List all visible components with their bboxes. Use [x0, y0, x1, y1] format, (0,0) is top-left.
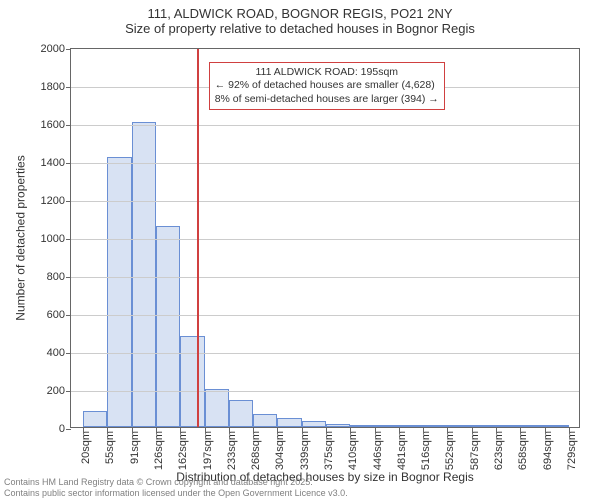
histogram-bar: [302, 421, 326, 427]
footer-line2: Contains public sector information licen…: [4, 488, 348, 498]
chart-title-block: 111, ALDWICK ROAD, BOGNOR REGIS, PO21 2N…: [0, 6, 600, 36]
x-tick-label: 481sqm: [396, 431, 408, 470]
y-axis-label: Number of detached properties: [14, 48, 28, 428]
histogram-bar: [375, 425, 399, 427]
histogram-bar: [472, 425, 496, 427]
plot-area: 020040060080010001200140016001800200020s…: [70, 48, 580, 428]
chart-footer: Contains HM Land Registry data © Crown c…: [4, 477, 348, 498]
y-tick-mark: [66, 277, 71, 278]
y-tick-label: 0: [59, 423, 65, 435]
gridline: [71, 353, 579, 354]
y-tick-mark: [66, 391, 71, 392]
y-tick-mark: [66, 49, 71, 50]
gridline: [71, 315, 579, 316]
histogram-bar: [447, 425, 471, 427]
x-tick-label: 126sqm: [153, 431, 165, 470]
y-tick-label: 800: [47, 271, 65, 283]
x-tick-label: 268sqm: [250, 431, 262, 470]
histogram-bar: [132, 122, 156, 427]
annotation-box: 111 ALDWICK ROAD: 195sqm← 92% of detache…: [209, 62, 445, 109]
histogram-bar: [156, 226, 180, 427]
histogram-bar: [423, 425, 447, 427]
histogram-bar: [545, 425, 569, 427]
x-tick-label: 658sqm: [517, 431, 529, 470]
x-tick-label: 20sqm: [80, 431, 92, 464]
y-tick-mark: [66, 125, 71, 126]
annotation-line1: 111 ALDWICK ROAD: 195sqm: [215, 66, 439, 79]
histogram-bar: [277, 418, 301, 428]
chart-title-line1: 111, ALDWICK ROAD, BOGNOR REGIS, PO21 2N…: [0, 6, 600, 21]
histogram-bar: [520, 425, 544, 427]
histogram-bar: [180, 336, 204, 427]
y-tick-mark: [66, 315, 71, 316]
gridline: [71, 163, 579, 164]
x-tick-label: 446sqm: [372, 431, 384, 470]
gridline: [71, 125, 579, 126]
x-tick-label: 162sqm: [177, 431, 189, 470]
footer-line1: Contains HM Land Registry data © Crown c…: [4, 477, 348, 487]
gridline: [71, 201, 579, 202]
y-tick-label: 1600: [41, 119, 65, 131]
x-tick-label: 729sqm: [566, 431, 578, 470]
histogram-bar: [399, 425, 423, 427]
y-tick-label: 200: [47, 385, 65, 397]
chart-title-line2: Size of property relative to detached ho…: [0, 21, 600, 36]
histogram-bar: [496, 425, 520, 427]
x-tick-label: 552sqm: [444, 431, 456, 470]
histogram-bar: [83, 411, 107, 427]
y-tick-label: 1800: [41, 81, 65, 93]
y-tick-mark: [66, 201, 71, 202]
x-tick-label: 375sqm: [323, 431, 335, 470]
y-tick-mark: [66, 87, 71, 88]
x-tick-label: 197sqm: [202, 431, 214, 470]
y-tick-label: 2000: [41, 43, 65, 55]
x-tick-label: 410sqm: [347, 431, 359, 470]
histogram-bar: [350, 425, 374, 427]
annotation-line2: ← 92% of detached houses are smaller (4,…: [215, 79, 439, 92]
y-tick-mark: [66, 429, 71, 430]
x-tick-label: 587sqm: [469, 431, 481, 470]
x-tick-label: 91sqm: [129, 431, 141, 464]
x-tick-label: 694sqm: [542, 431, 554, 470]
x-tick-label: 339sqm: [299, 431, 311, 470]
property-marker-line: [197, 49, 199, 427]
gridline: [71, 239, 579, 240]
x-tick-label: 623sqm: [493, 431, 505, 470]
histogram-bar: [107, 157, 131, 427]
gridline: [71, 277, 579, 278]
y-tick-label: 1400: [41, 157, 65, 169]
y-tick-label: 400: [47, 347, 65, 359]
histogram-bar: [326, 424, 350, 427]
histogram-bar: [253, 414, 277, 427]
x-tick-label: 516sqm: [420, 431, 432, 470]
y-tick-label: 1200: [41, 195, 65, 207]
gridline: [71, 391, 579, 392]
x-tick-label: 233sqm: [226, 431, 238, 470]
y-tick-label: 600: [47, 309, 65, 321]
histogram-bar: [205, 389, 229, 427]
annotation-line3: 8% of semi-detached houses are larger (3…: [215, 93, 439, 106]
y-tick-mark: [66, 163, 71, 164]
y-tick-label: 1000: [41, 233, 65, 245]
x-tick-label: 304sqm: [274, 431, 286, 470]
y-tick-mark: [66, 353, 71, 354]
x-tick-label: 55sqm: [104, 431, 116, 464]
histogram-chart: 111, ALDWICK ROAD, BOGNOR REGIS, PO21 2N…: [0, 0, 600, 500]
y-tick-mark: [66, 239, 71, 240]
histogram-bar: [229, 400, 253, 427]
